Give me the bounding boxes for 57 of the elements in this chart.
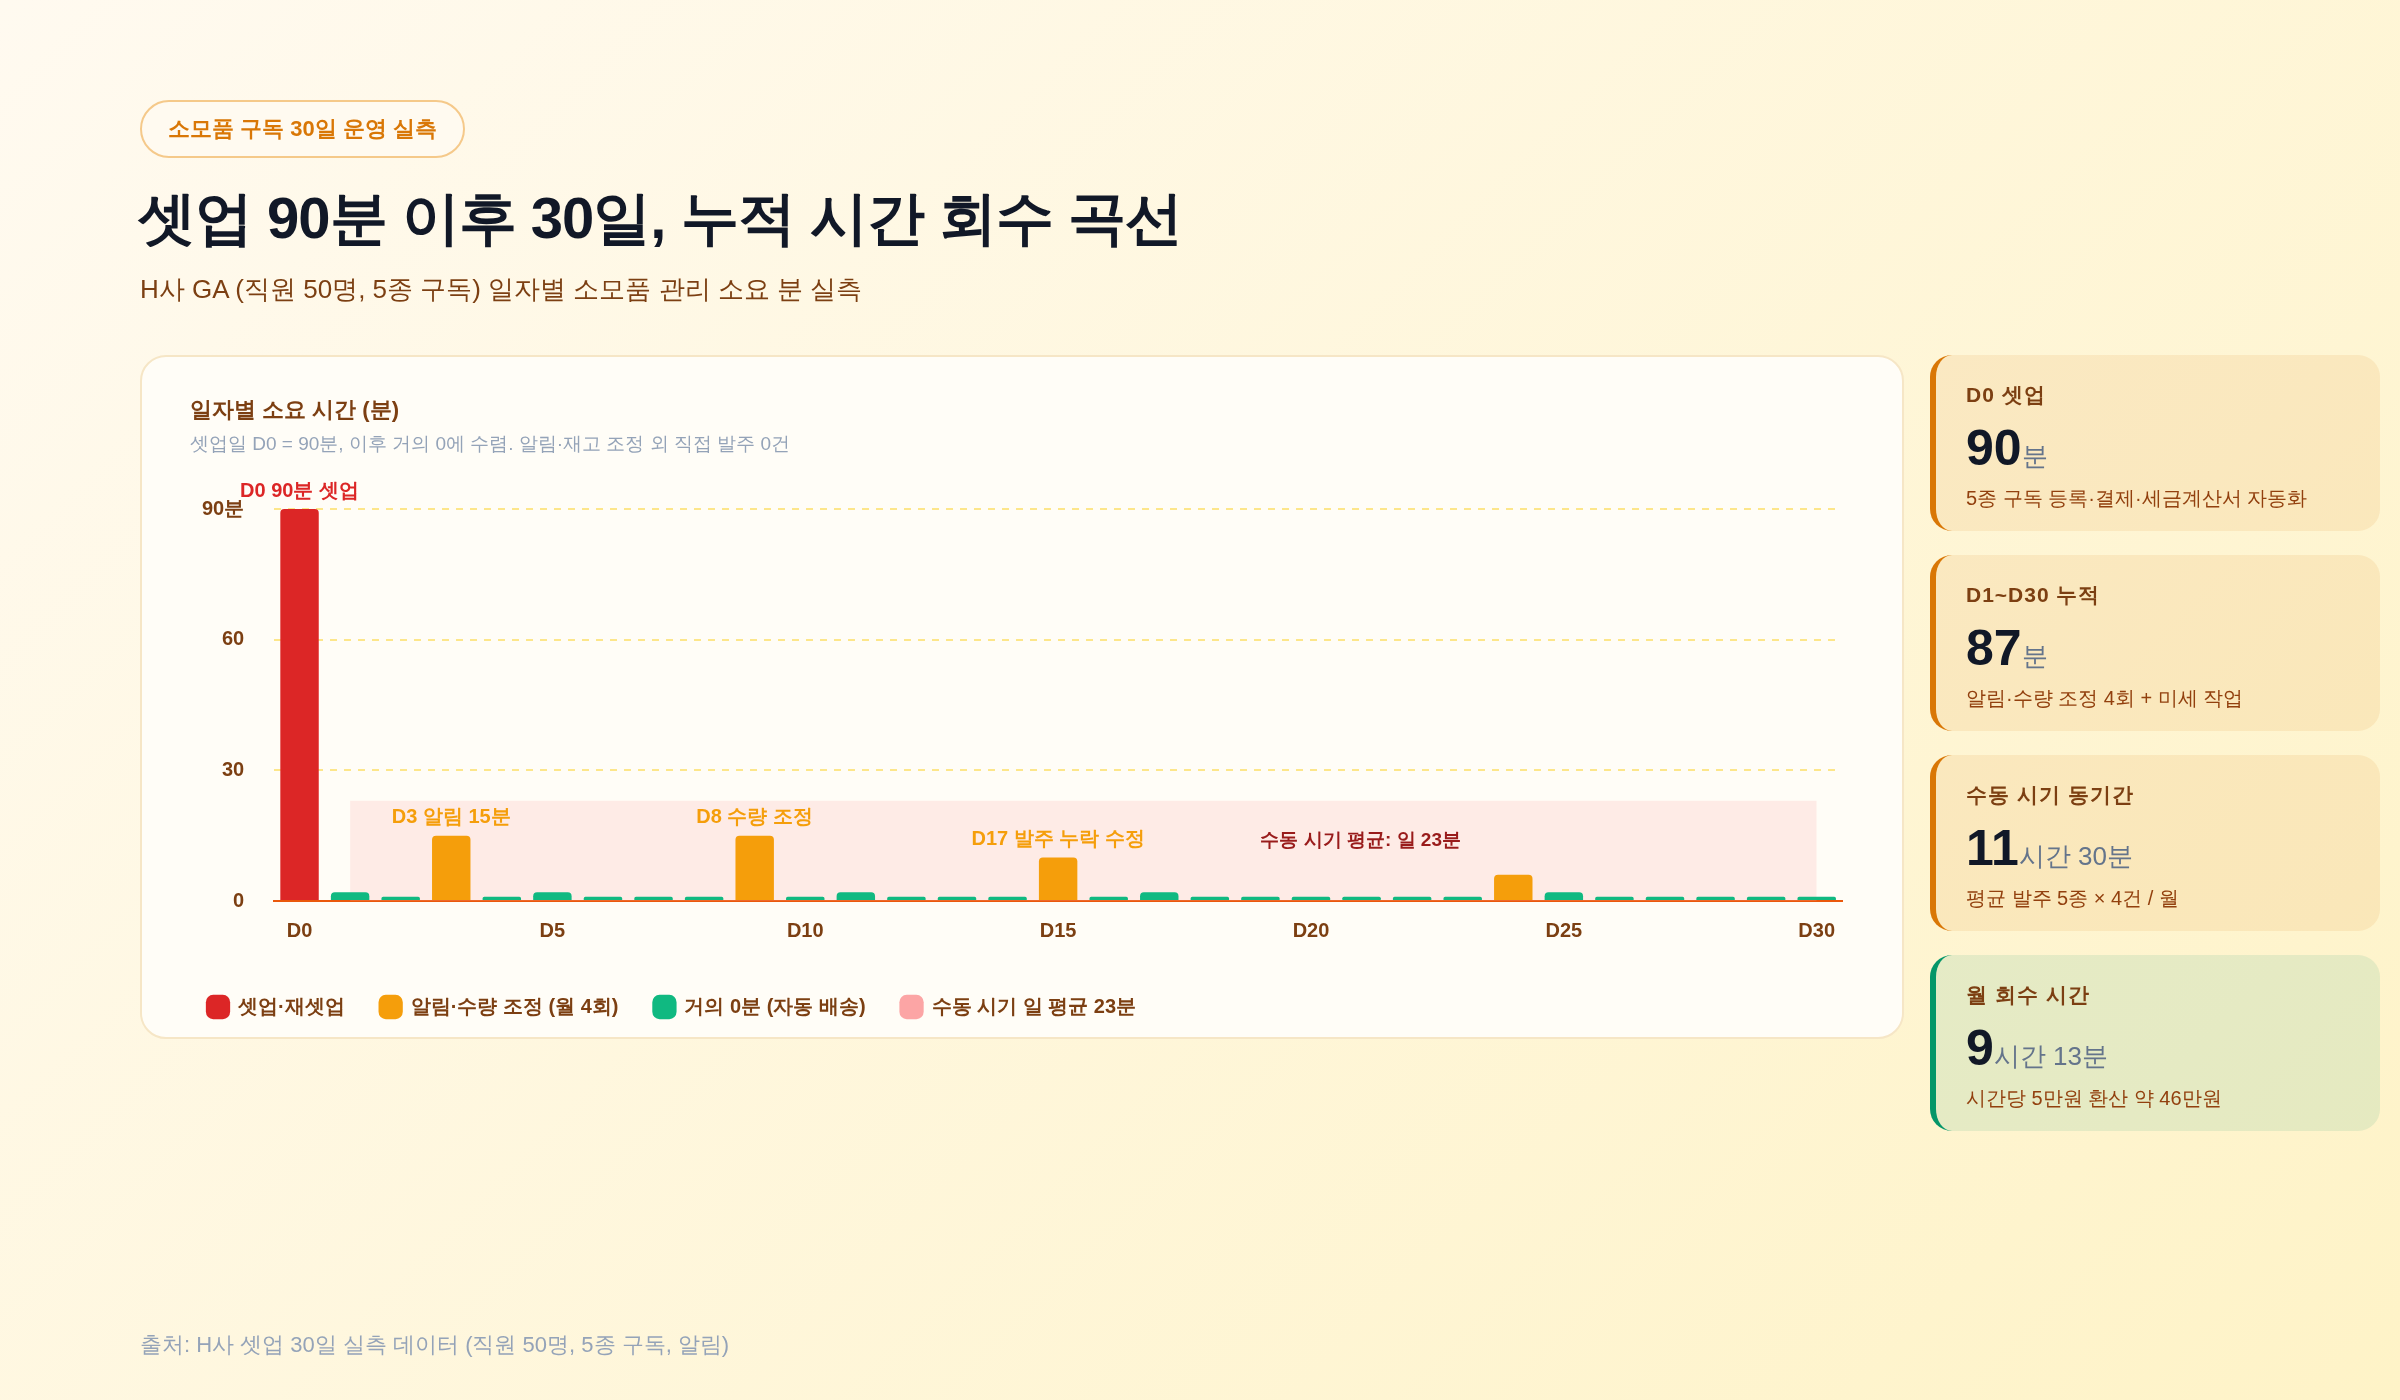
text: 11시간 30분 bbox=[1966, 820, 2134, 876]
data-label: D3 알림 15분 bbox=[391, 805, 511, 828]
text: 5종 구독 등록·결제·세금계산서 자동화 bbox=[1966, 486, 2309, 511]
bar bbox=[735, 835, 774, 900]
data-label: D17 발주 누락 수정 bbox=[971, 826, 1145, 849]
bar bbox=[432, 835, 471, 900]
x-tick-label: D25 bbox=[1545, 918, 1583, 941]
bar bbox=[1494, 874, 1533, 900]
bar bbox=[1342, 896, 1381, 900]
y-tick-label: 60 bbox=[222, 627, 245, 650]
bar bbox=[1140, 892, 1179, 900]
legend-label: 거의 0분 (자동 배송) bbox=[684, 994, 866, 1017]
bar bbox=[1544, 892, 1584, 900]
x-tick-label: D5 bbox=[539, 918, 566, 941]
bar bbox=[1241, 896, 1280, 900]
bar bbox=[1595, 896, 1634, 900]
bar bbox=[836, 892, 876, 900]
legend-label: 알림·수량 조정 (월 4회) bbox=[410, 994, 619, 1017]
x-tick-label: D15 bbox=[1039, 918, 1077, 941]
bar bbox=[381, 896, 420, 900]
legend-label: 셋업·재셋업 bbox=[237, 994, 345, 1017]
bar bbox=[1038, 857, 1078, 900]
bar bbox=[1443, 896, 1482, 900]
y-tick-label: 30 bbox=[222, 757, 245, 780]
bar bbox=[533, 892, 572, 900]
bar bbox=[280, 509, 319, 900]
text: 셋업일 D0 = 90분, 이후 거의 0에 수렴. 알림·재고 조정 외 직접 발주 0건 bbox=[190, 432, 791, 456]
category-label: D1~D30 누적 bbox=[1966, 582, 2102, 608]
category-label: 수동 시기 동기간 bbox=[1966, 782, 2135, 808]
bar bbox=[887, 896, 926, 900]
category-label: D0 셋업 bbox=[1966, 382, 2047, 408]
text: 평균 발주 5종 × 4건 / 월 bbox=[1966, 886, 2180, 911]
bar bbox=[988, 896, 1027, 900]
text: 소모품 구독 30일 운영 실측 bbox=[140, 100, 465, 158]
x-tick-label: D0 bbox=[286, 918, 313, 941]
bar bbox=[330, 892, 370, 900]
chart-subtitle: H사 GA (직원 50명, 5종 구독) 일자별 소모품 관리 소요 분 실측 bbox=[140, 273, 863, 306]
x-tick-label: D20 bbox=[1292, 918, 1330, 941]
chart-title: 셋업 90분 이후 30일, 누적 시간 회수 곡선 bbox=[138, 184, 1182, 252]
bar bbox=[634, 896, 673, 900]
text: 90분 bbox=[1966, 420, 2048, 476]
data-label: D8 수량 조정 bbox=[696, 805, 814, 828]
bar bbox=[1797, 896, 1836, 900]
bar bbox=[1089, 896, 1128, 900]
annotation: 수동 시기 평균: 일 23분 bbox=[1260, 829, 1461, 851]
category-label: 월 회수 시간 bbox=[1966, 982, 2091, 1008]
text: 일자별 소요 시간 (분) bbox=[190, 396, 399, 424]
text: 시간당 5만원 환산 약 46만원 bbox=[1966, 1086, 2223, 1111]
bar bbox=[1696, 896, 1735, 900]
legend-label: 수동 시기 일 평균 23분 bbox=[931, 994, 1137, 1017]
source-note: 출처: H사 셋업 30일 실측 데이터 (직원 50명, 5종 구독, 알림) bbox=[140, 1331, 730, 1359]
x-tick-label: D10 bbox=[786, 918, 824, 941]
text: 87분 bbox=[1966, 620, 2048, 676]
text: 알림·수량 조정 4회 + 미세 작업 bbox=[1966, 686, 2245, 711]
x-tick-label: D30 bbox=[1798, 918, 1836, 941]
y-tick-label: 0 bbox=[233, 888, 245, 911]
text: 9시간 13분 bbox=[1966, 1020, 2108, 1076]
